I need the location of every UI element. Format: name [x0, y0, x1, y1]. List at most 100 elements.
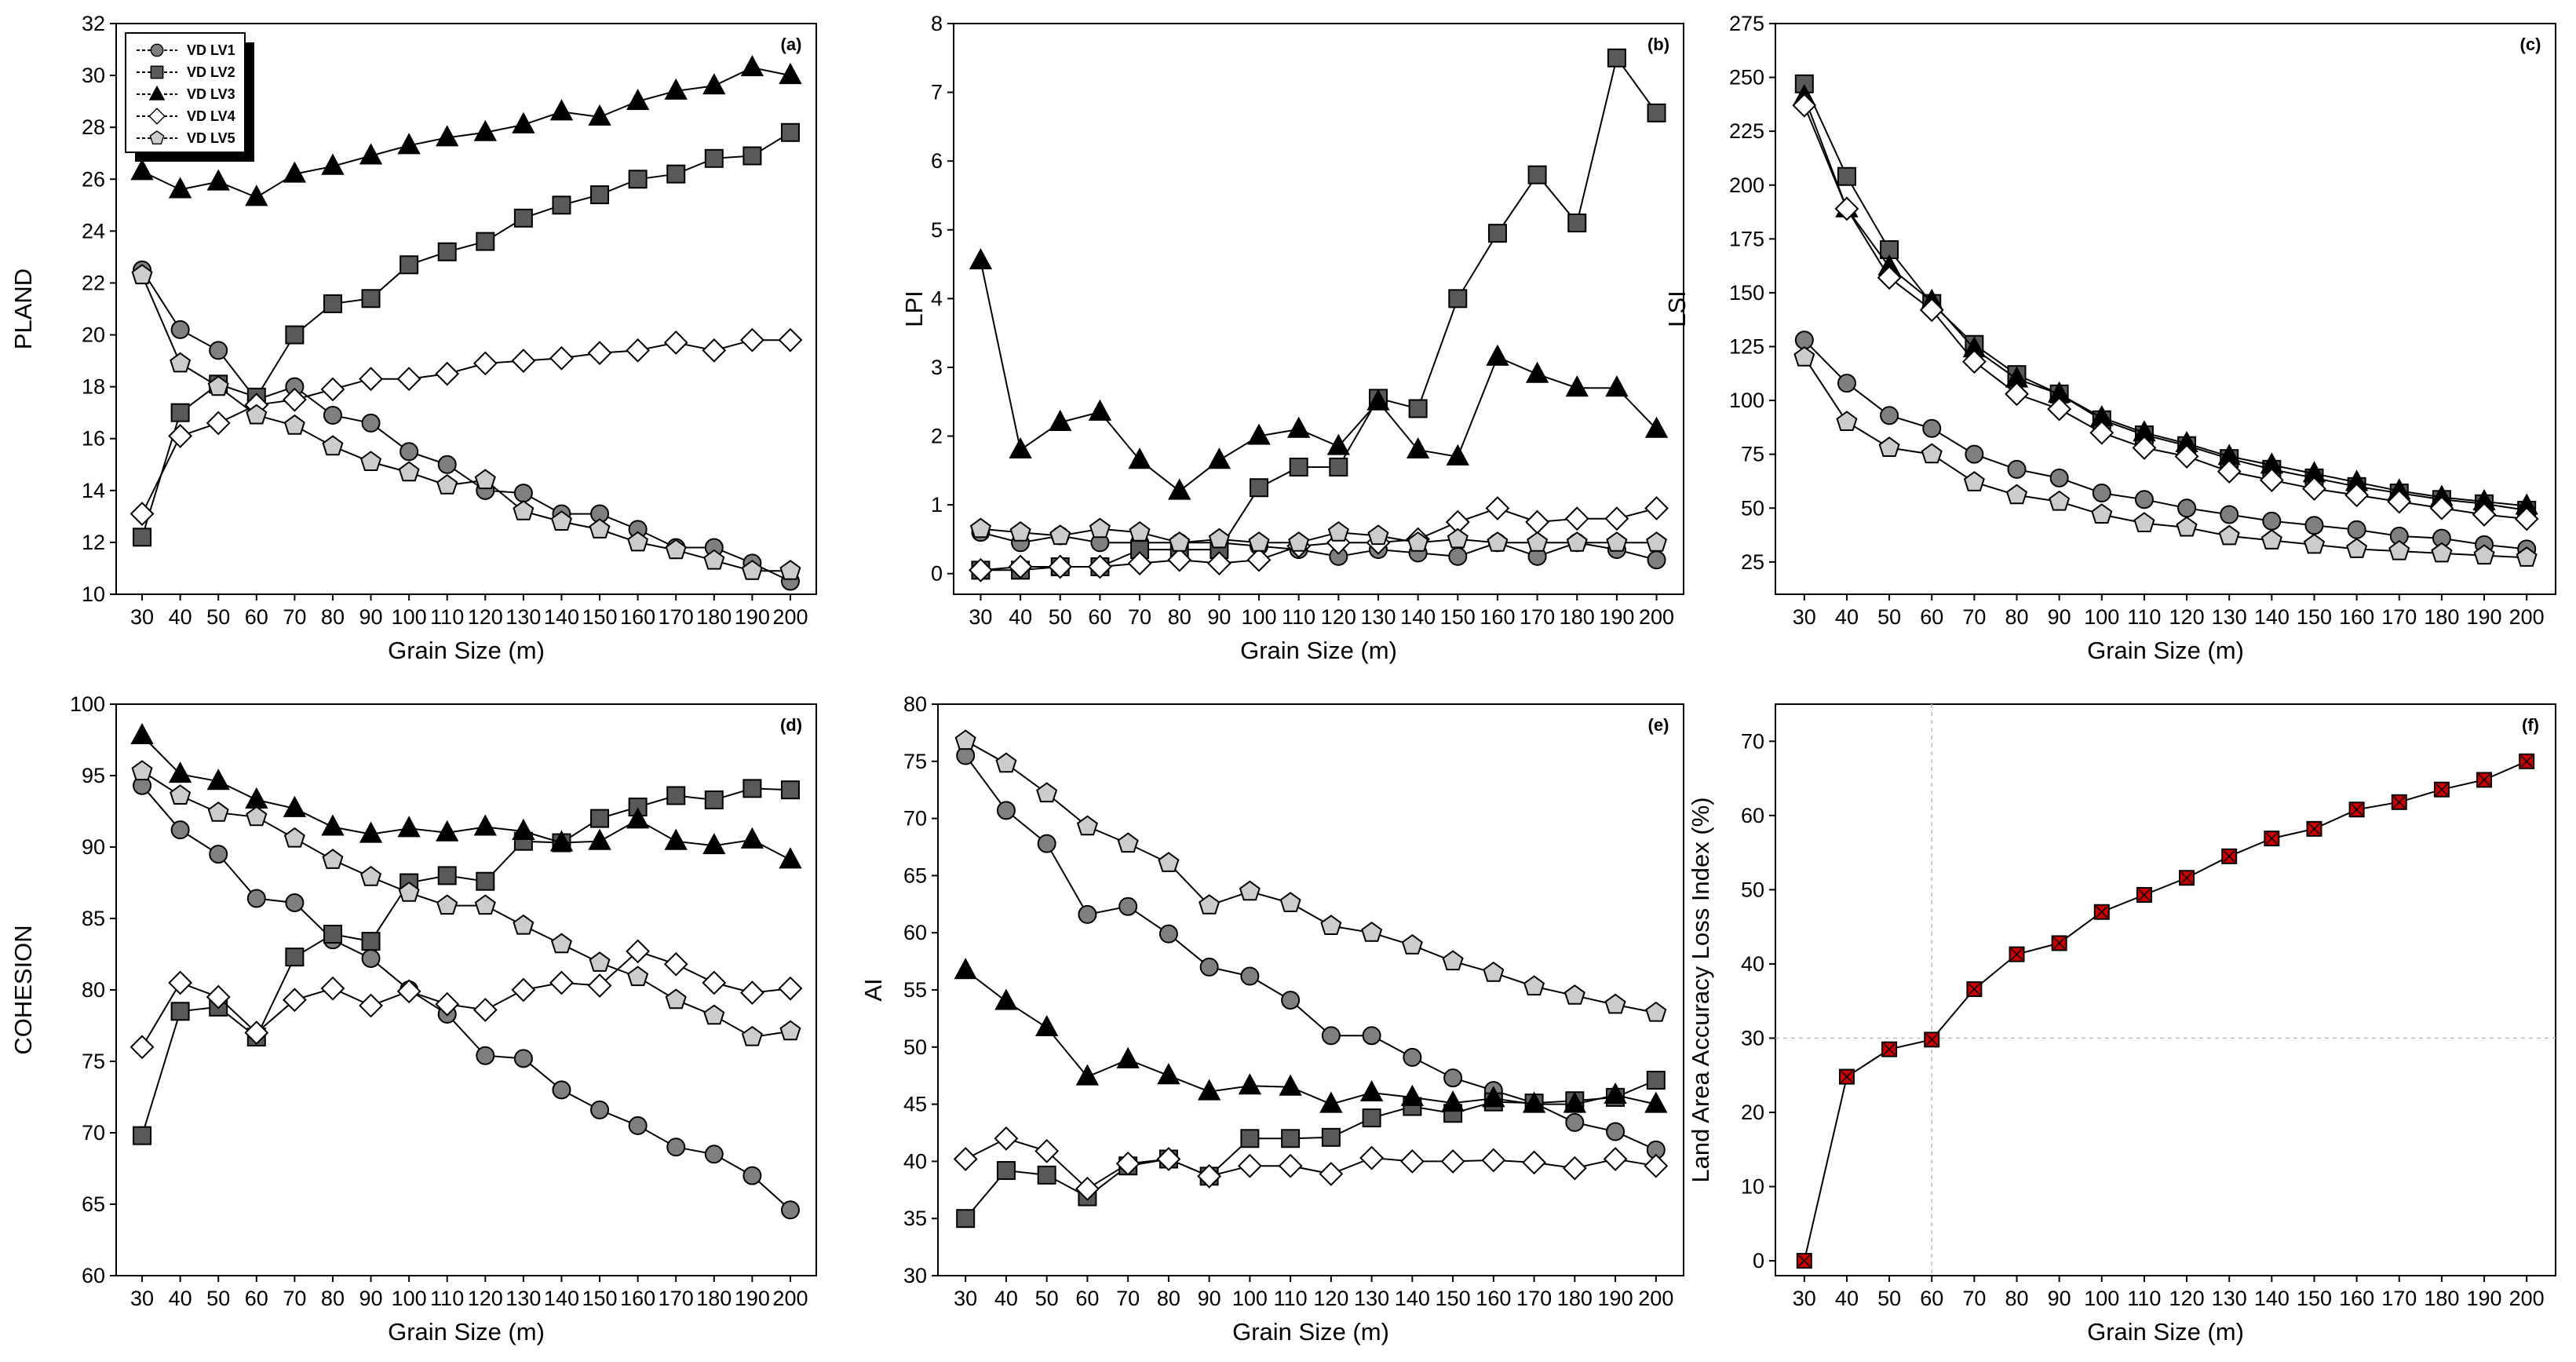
data-point: [627, 966, 649, 987]
data-point: [398, 461, 420, 482]
data-point: [1087, 554, 1112, 579]
data-point: [1128, 447, 1151, 469]
y-tick-label: 20: [1741, 1101, 1764, 1124]
data-point: [361, 932, 381, 951]
data-point: [1400, 1084, 1425, 1106]
x-tick-label: 60: [1075, 1287, 1099, 1310]
data-point: [1326, 433, 1351, 455]
data-point: [2472, 502, 2497, 527]
y-tick-label: 50: [903, 1035, 927, 1059]
data-point: [1286, 416, 1311, 438]
y-tick-label: 2: [931, 425, 943, 448]
data-point: [1525, 509, 1550, 535]
data-point: [2347, 520, 2366, 539]
x-axis-label: Grain Size (m): [1232, 1318, 1389, 1346]
data-point: [1447, 528, 1469, 549]
y-tick-label: 32: [82, 12, 105, 35]
x-tick-label: 150: [1436, 1287, 1471, 1310]
data-point: [398, 881, 420, 902]
x-tick-label: 160: [1480, 605, 1515, 629]
data-point: [361, 413, 381, 433]
data-point: [703, 1004, 725, 1025]
y-tick-label: 40: [903, 1149, 927, 1173]
data-point: [2134, 490, 2154, 509]
data-point-cross: [2393, 796, 2406, 809]
series-vd-lv5: [954, 729, 1667, 1022]
data-point: [2260, 529, 2282, 550]
y-tick-label: 95: [82, 764, 105, 787]
x-tick-label: 30: [954, 1287, 977, 1310]
data-point: [549, 830, 574, 852]
data-point: [512, 111, 535, 133]
data-point: [1089, 517, 1111, 539]
x-tick-label: 40: [169, 1287, 192, 1310]
x-tick-label: 80: [2005, 1287, 2028, 1310]
data-point: [702, 338, 727, 363]
data-point: [1366, 389, 1390, 411]
x-tick-label: 30: [1793, 1287, 1816, 1310]
y-tick-label: 60: [903, 921, 927, 944]
data-point: [1407, 531, 1429, 552]
data-point: [663, 330, 688, 355]
data-point: [1793, 345, 1815, 367]
data-point: [779, 560, 801, 580]
data-point: [1448, 546, 1468, 566]
data-point: [206, 984, 231, 1010]
data-point: [2304, 516, 2324, 535]
data-point: [397, 816, 421, 838]
data-point: [702, 833, 726, 855]
data-point: [589, 951, 611, 972]
data-point: [1075, 1176, 1100, 1201]
x-tick-label: 150: [582, 605, 618, 629]
data-point: [1605, 375, 1629, 397]
panel-label: (e): [1648, 715, 1669, 735]
data-point: [2514, 506, 2539, 531]
data-point: [589, 518, 611, 539]
data-point: [170, 352, 192, 373]
data-point: [1563, 984, 1585, 1005]
x-tick-label: 70: [283, 1287, 306, 1310]
data-point: [1564, 506, 1589, 531]
data-point: [1359, 1145, 1385, 1170]
y-tick-label: 35: [903, 1207, 927, 1230]
data-point: [2262, 511, 2282, 531]
y-tick-label: 0: [931, 562, 943, 586]
y-tick-label: 70: [82, 1121, 105, 1145]
data-point: [1399, 1148, 1425, 1174]
data-point: [513, 1049, 533, 1068]
x-tick-label: 120: [1313, 1287, 1348, 1310]
data-point: [1240, 966, 1260, 986]
series-vd-lv4: [969, 496, 1669, 582]
series-line: [141, 787, 791, 1136]
data-point: [1834, 196, 1859, 221]
data-point: [320, 377, 345, 402]
series-vd-lv1: [956, 746, 1666, 1159]
x-tick-label: 180: [696, 605, 732, 629]
data-point: [1880, 406, 1899, 425]
data-point: [359, 993, 383, 1018]
data-point: [665, 988, 687, 1010]
data-point: [2429, 495, 2454, 520]
series-line: [1803, 83, 2527, 511]
y-tick-label: 4: [931, 287, 943, 310]
y-axis-label: AI: [859, 978, 887, 1001]
data-point: [1567, 214, 1587, 233]
data-point: [2092, 484, 2111, 503]
data-point: [587, 973, 612, 998]
data-point: [2217, 459, 2242, 484]
data-point: [1603, 1147, 1628, 1171]
x-tick-label: 70: [283, 605, 306, 629]
data-point: [552, 1080, 571, 1100]
data-point: [1604, 506, 1629, 531]
x-tick-label: 130: [1354, 1287, 1389, 1310]
data-point-cross: [2308, 823, 2321, 835]
data-point: [245, 184, 268, 206]
data-point: [778, 327, 803, 352]
legend-box: [125, 32, 246, 153]
data-point: [1034, 1014, 1059, 1037]
data-point: [1281, 991, 1301, 1010]
panel-label: (c): [2520, 35, 2541, 54]
series-vd-lv5: [969, 517, 1668, 552]
y-tick-label: 5: [931, 218, 943, 242]
x-tick-label: 180: [2424, 605, 2459, 629]
